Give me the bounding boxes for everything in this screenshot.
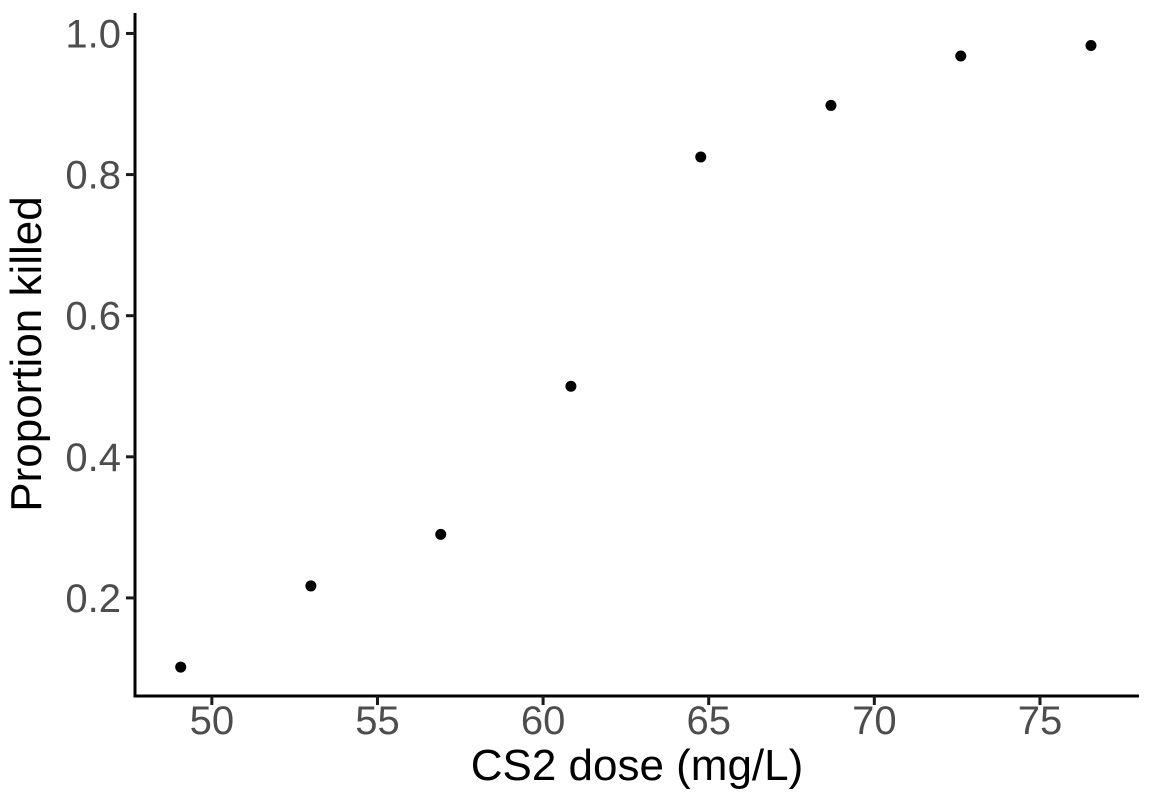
- x-tick-label: 55: [355, 699, 400, 743]
- y-axis-title: Proportion killed: [2, 196, 51, 512]
- y-tick-label: 1.0: [65, 12, 121, 56]
- data-point: [305, 580, 317, 592]
- data-point: [435, 528, 447, 540]
- data-point: [565, 380, 577, 392]
- x-tick-label: 70: [852, 699, 897, 743]
- data-point: [825, 99, 837, 111]
- data-point: [1085, 39, 1097, 51]
- x-tick-label: 65: [686, 699, 731, 743]
- data-point: [695, 151, 707, 163]
- y-tick-label: 0.2: [65, 577, 121, 621]
- y-tick-label: 0.4: [65, 436, 121, 480]
- data-point: [175, 661, 187, 673]
- x-tick-label: 75: [1018, 699, 1063, 743]
- x-tick-label: 50: [190, 699, 235, 743]
- x-axis-title: CS2 dose (mg/L): [470, 741, 804, 790]
- y-tick-label: 0.6: [65, 295, 121, 339]
- x-tick-label: 60: [521, 699, 566, 743]
- data-point: [955, 50, 967, 62]
- y-tick-label: 0.8: [65, 154, 121, 198]
